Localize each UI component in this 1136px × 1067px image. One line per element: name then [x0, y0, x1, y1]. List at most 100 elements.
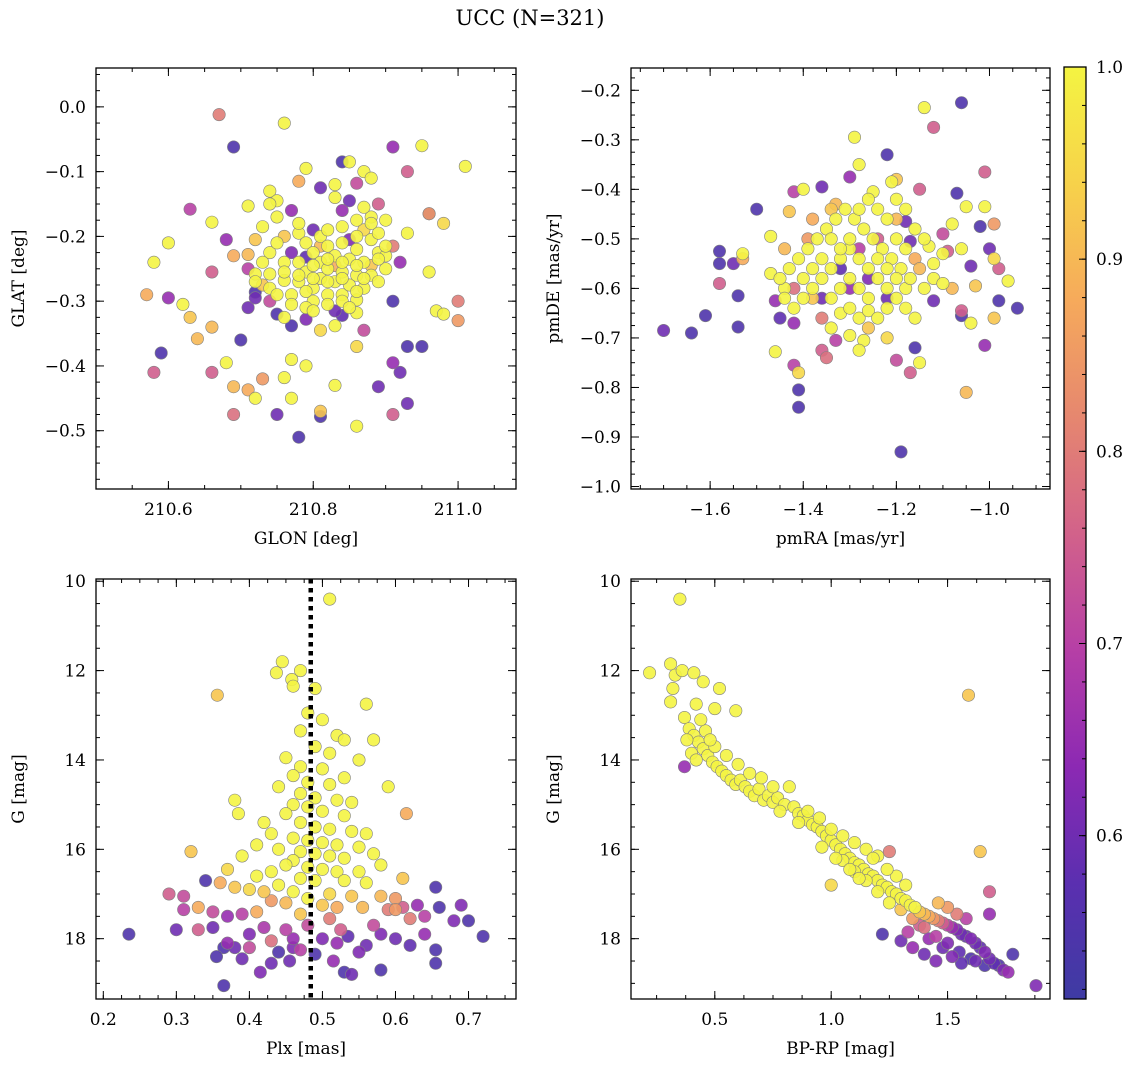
scatter-point: [286, 769, 300, 783]
scatter-point: [227, 249, 241, 263]
scatter-point: [437, 216, 451, 230]
scatter-point: [677, 760, 691, 774]
scatter-point: [447, 914, 461, 928]
scatter-point: [806, 281, 820, 295]
x-tick-label: −1.0: [969, 500, 1010, 520]
scatter-point: [871, 885, 885, 899]
y-axis-label: G [mag]: [9, 754, 29, 823]
scatter-point: [987, 252, 1001, 266]
scatter-point: [183, 202, 197, 216]
scatter-point: [269, 666, 283, 680]
scatter-point: [908, 900, 922, 914]
scatter-point: [286, 798, 300, 812]
scatter-point: [371, 197, 385, 211]
scatter-point: [903, 271, 917, 285]
y-tick-label: −0.4: [580, 180, 621, 200]
scatter-point: [899, 301, 913, 315]
scatter-point: [773, 804, 787, 818]
scatter-point: [357, 323, 371, 337]
scatter-point: [936, 276, 950, 290]
scatter-point: [147, 365, 161, 379]
scatter-point: [350, 258, 364, 272]
scatter-point: [183, 310, 197, 324]
y-tick-label: 10: [599, 572, 621, 592]
scatter-point: [256, 220, 270, 234]
x-tick-label: 210.6: [144, 500, 193, 520]
scatter-point: [277, 116, 291, 130]
scatter-series: [140, 108, 472, 444]
scatter-point: [345, 889, 359, 903]
scatter-point: [293, 907, 307, 921]
scatter-point: [293, 724, 307, 738]
scatter-point: [908, 341, 922, 355]
scatter-point: [899, 202, 913, 216]
scatter-point: [429, 956, 443, 970]
scatter-point: [219, 233, 233, 247]
scatter-point: [315, 898, 329, 912]
scatter-point: [264, 894, 278, 908]
scatter-point: [328, 178, 342, 192]
y-tick-label: −0.5: [580, 230, 621, 250]
scatter-point: [154, 346, 168, 360]
scatter-point: [978, 945, 992, 959]
scatter-point: [270, 210, 284, 224]
scatter-point: [248, 233, 262, 247]
scatter-point: [379, 213, 393, 227]
scatter-point: [350, 284, 364, 298]
scatter-point: [400, 339, 414, 353]
scatter-point: [880, 262, 894, 276]
scatter-point: [345, 824, 359, 838]
scatter-point: [315, 804, 329, 818]
scatter-point: [217, 979, 231, 993]
scatter-point: [334, 923, 348, 937]
scatter-point: [815, 252, 829, 266]
scatter-point: [257, 920, 271, 934]
x-tick-label: −1.4: [783, 500, 824, 520]
scatter-point: [315, 762, 329, 776]
x-tick-label: 0.3: [163, 1010, 190, 1030]
scatter-point: [235, 849, 249, 863]
scatter-point: [169, 923, 183, 937]
scatter-point: [352, 753, 366, 767]
scatter-point: [829, 212, 843, 226]
y-tick-label: −0.6: [580, 279, 621, 299]
scatter-point: [913, 262, 927, 276]
scatter-point: [1001, 965, 1015, 979]
x-axis-label: GLON [deg]: [254, 529, 358, 549]
scatter-point: [293, 786, 307, 800]
scatter-point: [959, 385, 973, 399]
y-tick-label: 18: [599, 930, 621, 950]
scatter-point: [235, 907, 249, 921]
y-tick-label: 18: [64, 930, 86, 950]
scatter-point: [399, 807, 413, 821]
scatter-point: [992, 294, 1006, 308]
scatter-point: [871, 311, 885, 325]
scatter-point: [242, 927, 256, 941]
scatter-point: [964, 259, 978, 273]
scatter-point: [476, 929, 490, 943]
scatter-point: [432, 900, 446, 914]
scatter-point: [929, 929, 943, 943]
scatter-point: [248, 275, 262, 289]
scatter-series: [643, 592, 1043, 993]
scatter-point: [815, 180, 829, 194]
scatter-point: [750, 202, 764, 216]
scatter-point: [177, 903, 191, 917]
scatter-point: [270, 288, 284, 302]
scatter-point: [782, 205, 796, 219]
scatter-point: [857, 222, 871, 236]
scatter-point: [293, 871, 307, 885]
scatter-point: [350, 176, 364, 190]
scatter-point: [773, 271, 787, 285]
x-tick-label: 0.5: [309, 1010, 336, 1030]
scatter-point: [283, 954, 297, 968]
scatter-point: [393, 255, 407, 269]
x-tick-label: 0.4: [236, 1010, 263, 1030]
scatter-point: [342, 301, 356, 315]
y-tick-label: −0.2: [580, 81, 621, 101]
scatter-point: [326, 954, 340, 968]
scatter-point: [250, 838, 264, 852]
scatter-point: [415, 139, 429, 153]
scatter-point: [889, 192, 903, 206]
